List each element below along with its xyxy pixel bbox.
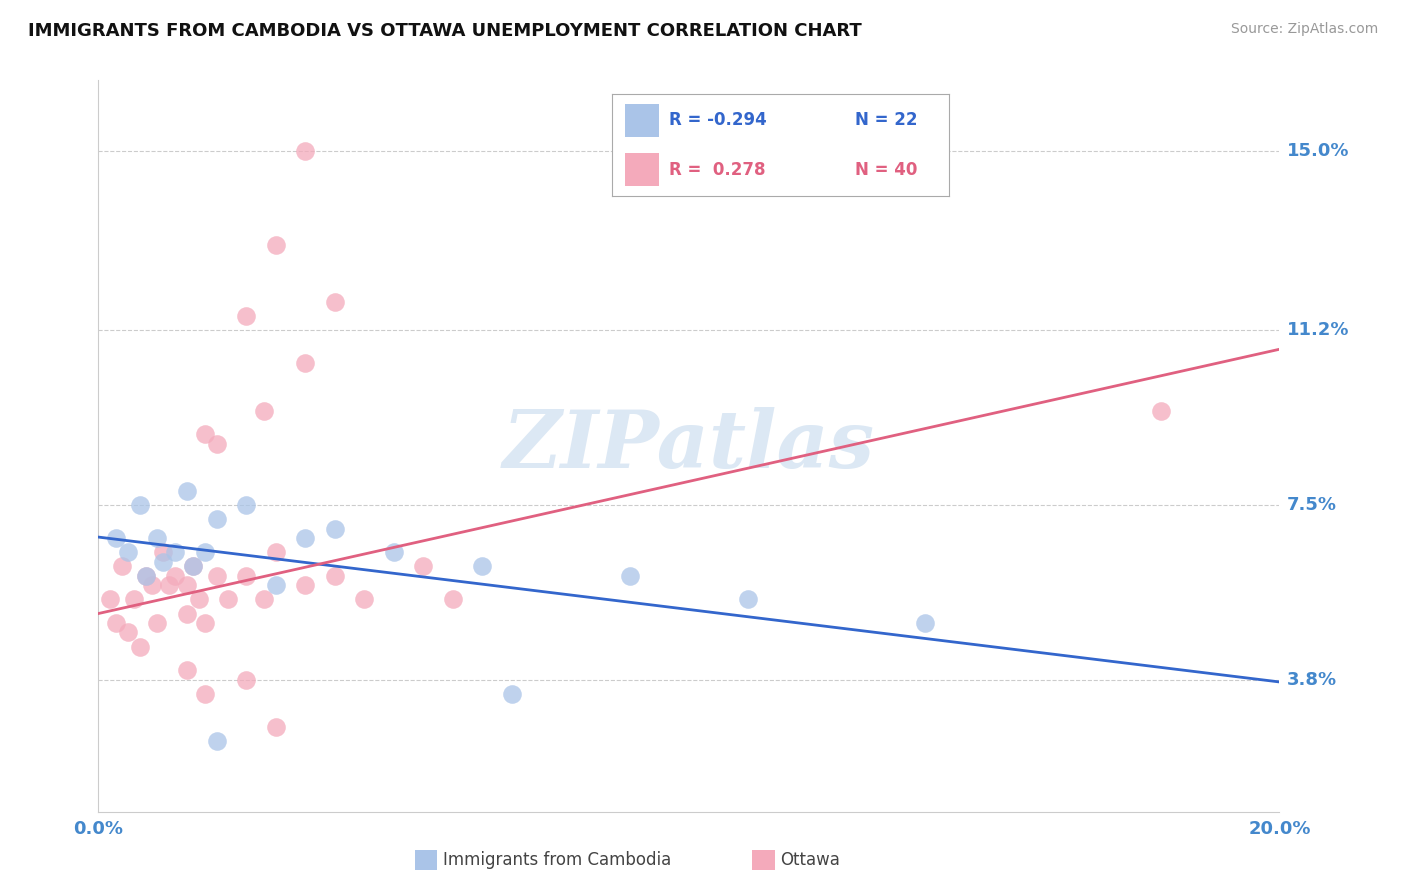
Text: Ottawa: Ottawa	[780, 851, 841, 869]
Point	[117, 545, 139, 559]
Text: 15.0%: 15.0%	[1286, 142, 1348, 160]
Point	[235, 673, 257, 687]
Point	[471, 559, 494, 574]
Point	[264, 238, 287, 252]
FancyBboxPatch shape	[626, 104, 659, 136]
Point	[205, 568, 228, 582]
Point	[146, 531, 169, 545]
Point	[105, 531, 128, 545]
Point	[146, 615, 169, 630]
Point	[501, 687, 523, 701]
Point	[205, 436, 228, 450]
Text: N = 40: N = 40	[855, 161, 917, 178]
Point	[152, 545, 174, 559]
Text: IMMIGRANTS FROM CAMBODIA VS OTTAWA UNEMPLOYMENT CORRELATION CHART: IMMIGRANTS FROM CAMBODIA VS OTTAWA UNEMP…	[28, 22, 862, 40]
Point	[253, 403, 276, 417]
Point	[187, 592, 209, 607]
Point	[441, 592, 464, 607]
Point	[264, 578, 287, 592]
Point	[117, 625, 139, 640]
Point	[165, 545, 187, 559]
Text: Immigrants from Cambodia: Immigrants from Cambodia	[443, 851, 671, 869]
Point	[294, 578, 316, 592]
Point	[264, 545, 287, 559]
Point	[235, 310, 257, 324]
Point	[264, 720, 287, 734]
Point	[128, 640, 150, 654]
Point	[98, 592, 121, 607]
FancyBboxPatch shape	[626, 153, 659, 186]
Point	[135, 568, 157, 582]
Point	[194, 545, 217, 559]
Point	[181, 559, 204, 574]
Text: R = -0.294: R = -0.294	[669, 112, 766, 129]
Point	[176, 483, 198, 498]
Point	[382, 545, 405, 559]
Point	[294, 356, 316, 370]
Text: Source: ZipAtlas.com: Source: ZipAtlas.com	[1230, 22, 1378, 37]
Point	[323, 568, 346, 582]
Point	[353, 592, 375, 607]
Point	[323, 295, 346, 310]
Point	[1150, 403, 1173, 417]
Point	[294, 144, 316, 158]
Point	[619, 568, 641, 582]
Text: 11.2%: 11.2%	[1286, 321, 1348, 339]
Point	[141, 578, 163, 592]
Point	[253, 592, 276, 607]
Point	[914, 615, 936, 630]
Point	[294, 531, 316, 545]
Point	[176, 578, 198, 592]
Point	[176, 607, 198, 621]
Text: ZIPatlas: ZIPatlas	[503, 408, 875, 484]
Text: N = 22: N = 22	[855, 112, 917, 129]
Point	[181, 559, 204, 574]
Point	[235, 568, 257, 582]
Point	[105, 615, 128, 630]
Text: R =  0.278: R = 0.278	[669, 161, 765, 178]
Point	[111, 559, 134, 574]
Point	[323, 522, 346, 536]
Point	[194, 615, 217, 630]
Point	[152, 555, 174, 569]
Point	[128, 498, 150, 512]
Point	[135, 568, 157, 582]
Point	[205, 734, 228, 748]
Point	[157, 578, 180, 592]
Text: 7.5%: 7.5%	[1286, 496, 1337, 514]
Point	[194, 427, 217, 442]
Point	[235, 498, 257, 512]
Point	[122, 592, 145, 607]
Point	[737, 592, 759, 607]
Point	[194, 687, 217, 701]
Point	[412, 559, 434, 574]
Point	[165, 568, 187, 582]
Text: 3.8%: 3.8%	[1286, 671, 1337, 689]
Point	[217, 592, 239, 607]
Point	[205, 512, 228, 526]
Point	[176, 663, 198, 677]
